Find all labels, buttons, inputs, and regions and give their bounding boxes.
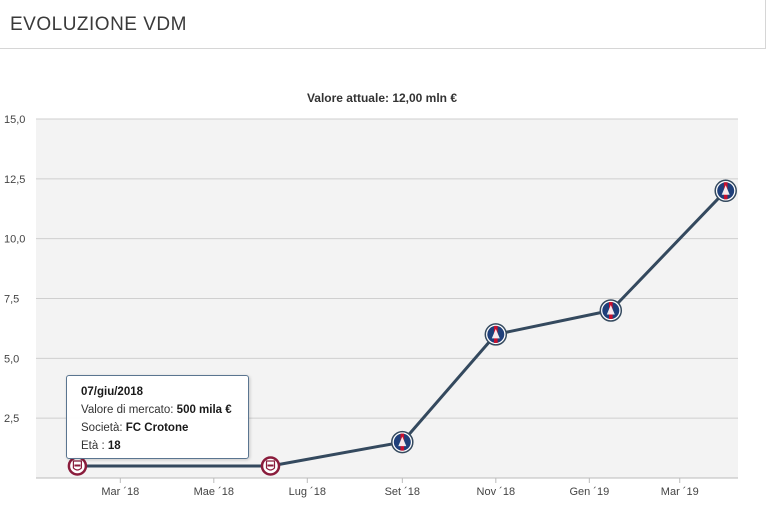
tooltip-age: 18	[107, 440, 121, 452]
tooltip-age-label: Età :	[81, 440, 105, 452]
y-tick-label: 7,5	[4, 294, 19, 306]
chart-title: Valore attuale: 12,00 mln €	[307, 91, 457, 105]
x-tick-label: Mar ´19	[661, 486, 699, 498]
y-tick-label: 10,0	[4, 234, 25, 246]
y-tick-label: 12,5	[4, 174, 25, 186]
x-tick-label: Nov ´18	[477, 486, 516, 498]
series-line	[77, 189, 727, 468]
section-title: EVOLUZIONE VDM	[10, 14, 187, 35]
tooltip-value: 500 mila €	[176, 404, 232, 416]
data-tooltip: 07/giu/2018 Valore di mercato: 500 mila …	[66, 375, 249, 459]
tooltip-value-label: Valore di mercato:	[81, 404, 174, 416]
x-tick-label: Gen ´19	[569, 486, 609, 498]
y-tick-label: 5,0	[4, 353, 19, 365]
data-point-crotone-icon	[260, 456, 281, 476]
y-tick-label: 2,5	[4, 413, 19, 425]
data-point-psg-icon	[391, 430, 414, 454]
x-tick-label: Set ´18	[385, 486, 420, 498]
y-tick-label: 15,0	[4, 114, 25, 126]
x-tick-label: Mae ´18	[194, 486, 234, 498]
data-point-psg-icon	[714, 179, 737, 203]
tooltip-club-label: Società:	[81, 422, 123, 434]
data-point-crotone-icon	[67, 456, 88, 476]
x-tick-label: Mar ´18	[101, 486, 139, 498]
x-tick-label: Lug ´18	[289, 486, 326, 498]
data-point-psg-icon	[599, 299, 623, 322]
tooltip-club: FC Crotone	[125, 422, 189, 434]
tooltip-date: 07/giu/2018	[81, 386, 144, 398]
data-point-psg-icon	[484, 323, 508, 346]
section-header: EVOLUZIONE VDM	[0, 0, 766, 49]
